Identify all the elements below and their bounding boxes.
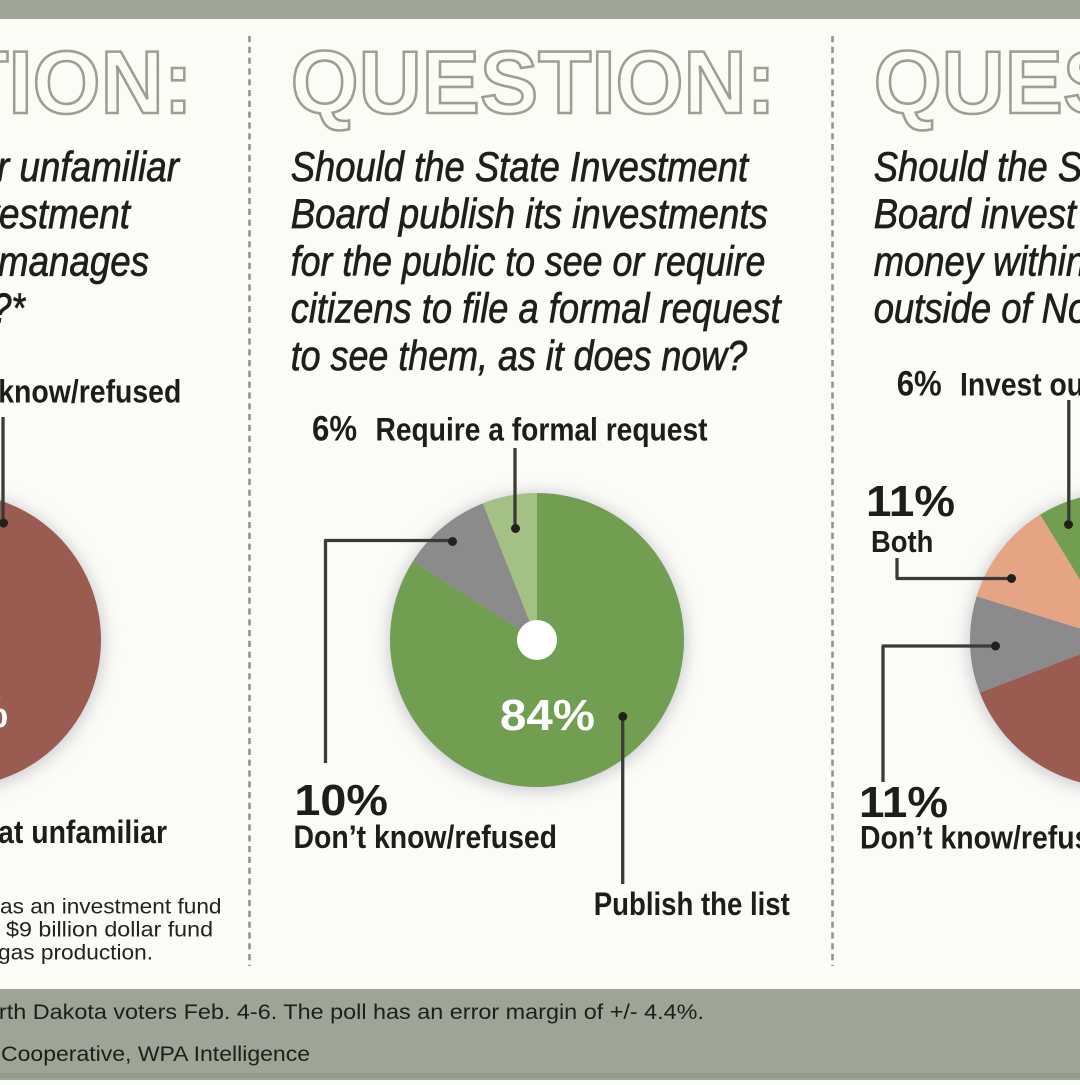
svg-text:Board, which manages: Board, which manages — [0, 237, 149, 284]
svg-text:QUESTION:: QUESTION: — [874, 32, 1080, 132]
svg-text:11%: 11% — [859, 778, 948, 827]
svg-text:Don’t know/refused: Don’t know/refused — [0, 374, 181, 410]
svg-text:derived from oil and gas produ: derived from oil and gas production. — [0, 941, 153, 964]
svg-text:Don’t know/refused: Don’t know/refused — [294, 819, 558, 855]
svg-text:11%: 11% — [866, 477, 955, 526]
svg-text:Cooperative, WPA Intelligence: Cooperative, WPA Intelligence — [1, 1042, 310, 1066]
svg-text:the Legacy Fund?*: the Legacy Fund?* — [0, 285, 26, 332]
svg-text:to see them, as it does now?: to see them, as it does now? — [291, 332, 748, 379]
svg-text:10%: 10% — [294, 776, 388, 825]
svg-text:money within North Dakota or: money within North Dakota or — [874, 237, 1080, 284]
svg-text:Publish the list: Publish the list — [594, 886, 790, 922]
svg-text:citizens to file a formal requ: citizens to file a formal request — [291, 285, 783, 332]
svg-text:Require a formal request: Require a formal request — [376, 412, 708, 448]
svg-text:QUESTION:: QUESTION: — [291, 32, 776, 132]
svg-text:Are you familiar or unfamiliar: Are you familiar or unfamiliar — [0, 143, 181, 190]
svg-text:Board invest Legacy Fund: Board invest Legacy Fund — [874, 190, 1080, 237]
svg-text:Should the State Investment: Should the State Investment — [291, 143, 750, 190]
svg-text:for oil tax revenue from the $: for oil tax revenue from the $9 billion … — [0, 919, 213, 942]
svg-text:84%: 84% — [500, 691, 595, 740]
svg-text:*The Legacy Fund was created a: *The Legacy Fund was created as an inves… — [0, 896, 222, 919]
svg-text:outside of North Dakota?: outside of North Dakota? — [874, 285, 1080, 332]
svg-text:Should the State Investment: Should the State Investment — [874, 143, 1080, 190]
svg-text:Invest outside: Invest outside — [960, 367, 1080, 403]
svg-text:with the State Investment: with the State Investment — [0, 190, 132, 237]
svg-text:QUESTION:: QUESTION: — [0, 32, 193, 132]
svg-text:North Dakota voters Feb. 4-6.: North Dakota voters Feb. 4-6. The poll h… — [0, 1000, 704, 1024]
svg-text:for the public to see or requi: for the public to see or require — [291, 237, 766, 284]
svg-text:6%: 6% — [312, 410, 357, 449]
svg-text:Don’t know/refused: Don’t know/refused — [860, 820, 1080, 856]
svg-text:86%: 86% — [0, 688, 8, 737]
svg-text:Somewhat unfamiliar: Somewhat unfamiliar — [0, 814, 167, 850]
svg-text:6%: 6% — [897, 365, 942, 404]
svg-text:Board publish its investments: Board publish its investments — [291, 190, 768, 237]
svg-text:Both: Both — [871, 524, 933, 559]
